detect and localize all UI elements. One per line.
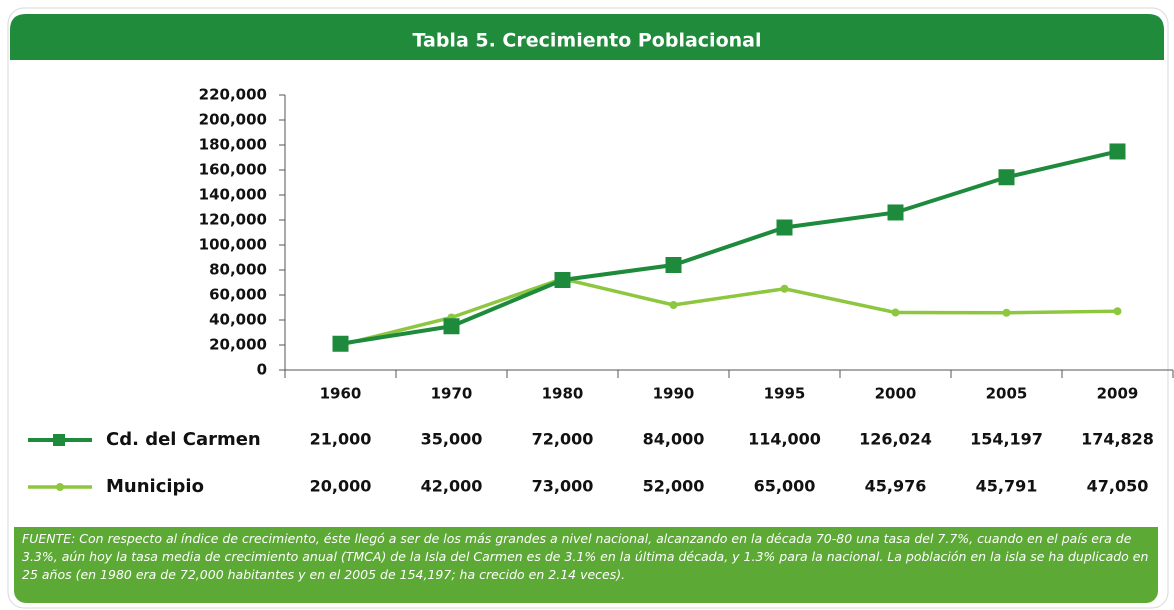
marker <box>1113 307 1122 316</box>
y-tick-label: 60,000 <box>209 286 267 304</box>
legend-label: Municipio <box>106 476 204 497</box>
table-value: 72,000 <box>532 430 594 449</box>
table-value: 45,976 <box>865 477 927 496</box>
marker <box>1002 308 1011 317</box>
y-tick-label: 80,000 <box>209 261 267 279</box>
x-tick-label: 2009 <box>1097 385 1139 403</box>
table-value: 35,000 <box>421 430 483 449</box>
marker <box>443 318 460 335</box>
table-value: 84,000 <box>643 430 705 449</box>
y-tick-label: 100,000 <box>199 236 267 254</box>
table-value: 52,000 <box>643 477 705 496</box>
y-tick-label: 40,000 <box>209 311 267 329</box>
marker <box>554 272 571 288</box>
marker <box>998 169 1015 186</box>
table-value: 45,791 <box>976 477 1038 496</box>
x-tick-label: 2000 <box>875 385 917 403</box>
y-tick-label: 180,000 <box>199 136 267 154</box>
x-tick-label: 1995 <box>764 385 806 403</box>
marker <box>891 308 900 317</box>
table-value: 73,000 <box>532 477 594 496</box>
legend-marker <box>56 483 64 491</box>
x-tick-label: 1990 <box>653 385 695 403</box>
marker <box>332 335 349 352</box>
y-tick-label: 160,000 <box>199 161 267 179</box>
x-tick-label: 1980 <box>542 385 584 403</box>
table-value: 47,050 <box>1087 477 1149 496</box>
chart-title: Tabla 5. Crecimiento Poblacional <box>413 30 762 52</box>
marker <box>776 219 793 236</box>
table-value: 21,000 <box>310 430 372 449</box>
table-value: 154,197 <box>970 430 1043 449</box>
footnote: FUENTE: Con respecto al índice de crecim… <box>14 527 1158 603</box>
x-tick-label: 2005 <box>986 385 1028 403</box>
frame <box>7 7 1169 609</box>
table-value: 65,000 <box>754 477 816 496</box>
table-value: 42,000 <box>421 477 483 496</box>
table-value: 20,000 <box>310 477 372 496</box>
table-value: 126,024 <box>859 430 932 449</box>
y-tick-label: 220,000 <box>199 86 267 104</box>
line <box>340 276 1118 347</box>
x-tick-label: 1960 <box>320 385 362 403</box>
y-tick-label: 0 <box>257 361 267 379</box>
header-bar <box>10 14 1164 60</box>
marker <box>780 284 789 293</box>
line <box>340 149 1118 346</box>
x-tick-label: 1970 <box>431 385 473 403</box>
marker <box>665 257 682 273</box>
legend-marker <box>53 434 65 446</box>
table-value: 114,000 <box>748 430 821 449</box>
marker <box>669 301 678 309</box>
y-tick-label: 120,000 <box>199 211 267 229</box>
marker <box>1109 143 1126 160</box>
y-tick-label: 200,000 <box>199 111 267 129</box>
marker <box>887 204 904 221</box>
y-tick-label: 20,000 <box>209 336 267 354</box>
legend-label: Cd. del Carmen <box>106 429 261 450</box>
y-tick-label: 140,000 <box>199 186 267 204</box>
table-value: 174,828 <box>1081 430 1154 449</box>
